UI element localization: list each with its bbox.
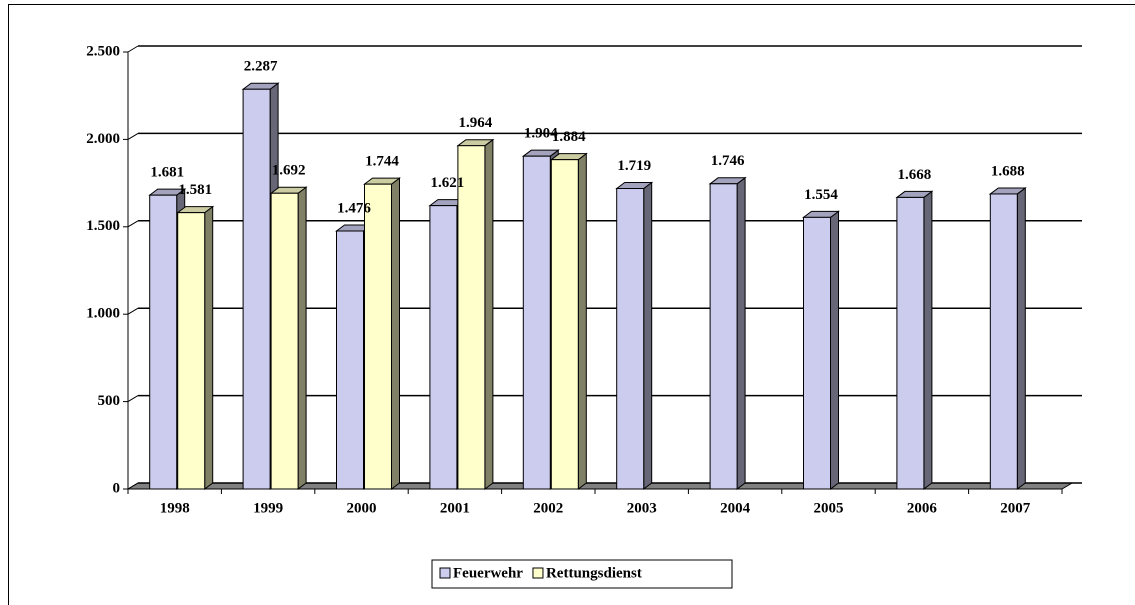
y-tick-depth: [127, 395, 139, 403]
data-label: 1.746: [711, 153, 745, 169]
x-tick-label: 2001: [440, 500, 470, 516]
bar-front: [177, 212, 206, 490]
bar-side: [577, 152, 587, 490]
bar-front: [429, 205, 458, 490]
y-tick-depth: [127, 482, 139, 490]
bar-front: [616, 188, 645, 490]
data-label: 1.884: [552, 129, 586, 145]
bar: [615, 181, 654, 490]
bar: [363, 177, 401, 490]
data-label: 1.964: [459, 115, 493, 131]
bar: [176, 205, 215, 490]
legend: Feuerwehr Rettungsdienst: [431, 559, 733, 589]
data-label: 1.581: [178, 182, 212, 198]
y-tick-label: 500: [98, 393, 121, 409]
bar-side: [391, 177, 400, 490]
bar: [708, 176, 747, 490]
y-tick-depth: [127, 45, 139, 53]
bar-side: [204, 205, 214, 490]
legend-swatch: [532, 567, 544, 579]
bar-front: [149, 194, 178, 490]
bar: [895, 190, 934, 490]
x-tick-label: 2007: [1000, 500, 1031, 516]
y-tick-label: 2.500: [86, 43, 120, 59]
y-tick-label: 0: [113, 480, 121, 496]
bar-front: [270, 192, 299, 490]
data-label: 1.744: [365, 154, 399, 170]
bar-side: [736, 176, 746, 490]
chart-frame: [8, 4, 1135, 605]
data-label: 1.688: [991, 163, 1025, 179]
x-tick-label: 2000: [347, 500, 377, 516]
data-label: 1.692: [272, 163, 306, 179]
data-label: 2.287: [244, 59, 278, 75]
y-tick-depth: [127, 220, 139, 228]
bar-side: [297, 186, 307, 490]
bar-front: [336, 230, 364, 490]
data-label: 1.719: [617, 158, 651, 174]
x-tick-label: 2005: [814, 500, 844, 516]
x-tick-label: 2003: [627, 500, 657, 516]
data-label: 1.554: [804, 187, 838, 203]
y-tick-label: 1.000: [86, 306, 120, 322]
bar-front: [709, 183, 738, 490]
x-tick-label: 1999: [253, 500, 283, 516]
bar-front: [896, 196, 925, 490]
x-tick-label: 2004: [720, 500, 751, 516]
bar-front: [457, 145, 486, 490]
bar: [802, 210, 840, 490]
bar: [269, 186, 308, 490]
y-tick-label: 1.500: [86, 218, 120, 234]
bar-front: [364, 183, 392, 490]
legend-box: [431, 559, 733, 589]
legend-label: Rettungsdienst: [546, 565, 642, 581]
bar-front: [803, 216, 831, 490]
bar-front: [550, 159, 579, 490]
x-tick-label: 2002: [533, 500, 563, 516]
legend-label: Feuerwehr: [453, 565, 523, 581]
data-label: 1.668: [898, 167, 932, 183]
data-label: 1.476: [337, 200, 371, 216]
data-label: 1.681: [150, 165, 184, 181]
legend-swatch: [439, 567, 451, 579]
y-tick-depth: [127, 132, 139, 140]
bar: [549, 152, 588, 490]
data-label: 1.621: [431, 175, 465, 191]
bar: [988, 186, 1027, 490]
y-tick-depth: [127, 307, 139, 315]
y-tick-label: 2.000: [86, 131, 120, 147]
bar-side: [643, 181, 653, 490]
bar-side: [830, 210, 839, 490]
bar-side: [923, 190, 933, 490]
bar-side: [1016, 186, 1026, 490]
x-tick-label: 2006: [907, 500, 938, 516]
bar: [456, 138, 495, 490]
bar-side: [484, 138, 494, 490]
bar-front: [522, 155, 551, 490]
bar-front: [242, 88, 271, 490]
data-label: 1.904: [524, 126, 558, 142]
x-tick-label: 1998: [160, 500, 190, 516]
bar-front: [989, 193, 1018, 490]
